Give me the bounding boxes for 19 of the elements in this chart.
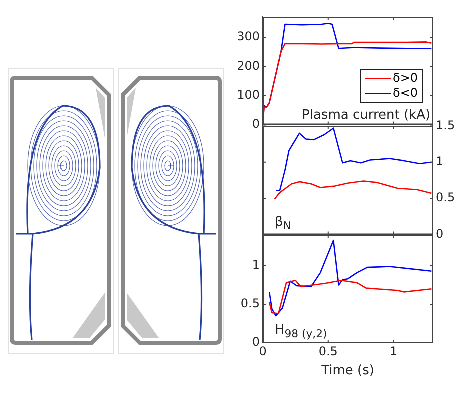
y-tick-label: 0 bbox=[252, 116, 260, 131]
y-tick-label: 0 bbox=[252, 334, 260, 349]
legend-label: δ<0 bbox=[393, 86, 418, 100]
legend-label: δ>0 bbox=[393, 71, 418, 86]
y-tick-label: 300 bbox=[237, 29, 260, 44]
x-axis-title: Time (s) bbox=[320, 363, 374, 378]
x-tick-label: 0.5 bbox=[318, 344, 338, 358]
y2-tick-label: 0 bbox=[436, 226, 444, 241]
y-tick-label: 1 bbox=[252, 258, 260, 272]
annotation: Plasma current (kA) bbox=[302, 108, 431, 123]
annotation: H$_{98 (y,2)}$ bbox=[275, 322, 328, 340]
annotation: β$_{N}$ bbox=[275, 214, 292, 232]
y-tick-label: 0.5 bbox=[240, 296, 260, 310]
y2-tick-label: 1 bbox=[436, 154, 444, 168]
y2-tick-label: 0.5 bbox=[436, 190, 456, 205]
y-tick-label: 200 bbox=[237, 58, 260, 73]
x-tick-label: 1 bbox=[390, 344, 398, 358]
y2-tick-label: 1.5 bbox=[436, 118, 456, 132]
y-tick-label: 100 bbox=[237, 88, 260, 102]
